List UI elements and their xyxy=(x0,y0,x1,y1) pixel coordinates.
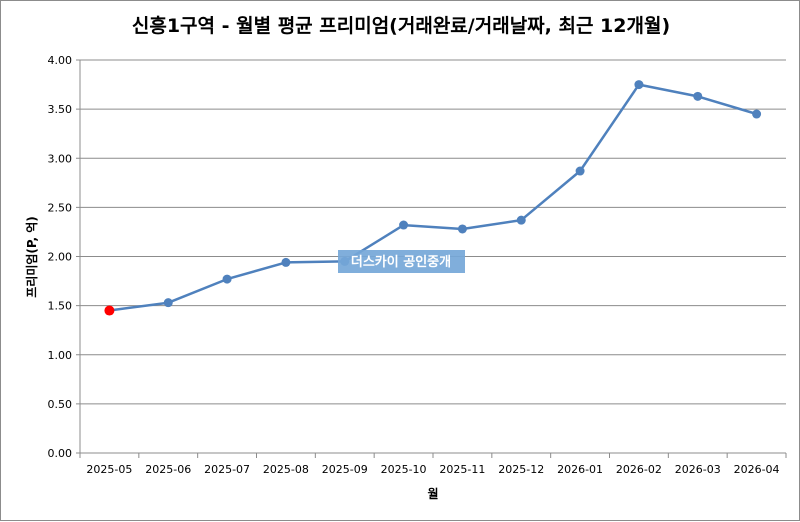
y-axis-title: 프리미엄(P, 억) xyxy=(24,216,39,298)
y-tick-label: 3.50 xyxy=(48,103,73,116)
data-point[interactable] xyxy=(693,91,703,101)
y-tick-label: 1.50 xyxy=(48,300,73,313)
x-tick-label: 2025-05 xyxy=(86,463,132,476)
watermark-text: 더스카이 공인중개 xyxy=(351,254,451,270)
x-tick-label: 2026-02 xyxy=(616,463,662,476)
data-point[interactable] xyxy=(575,166,585,176)
x-tick-label: 2025-11 xyxy=(439,463,485,476)
data-point[interactable] xyxy=(752,109,762,119)
watermark: 더스카이 공인중개 xyxy=(338,250,465,273)
x-tick-label: 2025-12 xyxy=(498,463,544,476)
y-tick-label: 2.50 xyxy=(48,201,73,214)
axis-layer: 0.00 0.50 1.00 1.50 2.00 2.50 3.00 3.50 4.00 2025… xyxy=(48,54,787,476)
watermark-background xyxy=(338,250,465,273)
data-point[interactable] xyxy=(457,224,467,234)
chart-title: 신흥1구역 - 월별 평균 프리미엄(거래완료/거래날짜, 최근 12개월) xyxy=(131,15,671,37)
x-tick-label: 2025-06 xyxy=(145,463,191,476)
x-tick-label: 2026-03 xyxy=(675,463,721,476)
data-point[interactable] xyxy=(516,215,526,225)
data-point[interactable] xyxy=(163,298,173,308)
data-point[interactable] xyxy=(634,80,644,90)
x-tick-label: 2025-07 xyxy=(204,463,250,476)
x-tick-label: 2025-10 xyxy=(381,463,427,476)
data-point[interactable] xyxy=(399,220,409,230)
x-tick-label: 2025-08 xyxy=(263,463,309,476)
y-tick-label: 2.00 xyxy=(48,251,73,264)
y-tick-label: 0.00 xyxy=(48,447,73,460)
data-point[interactable] xyxy=(222,274,232,284)
x-tick-label: 2026-01 xyxy=(557,463,603,476)
series-layer xyxy=(104,80,762,316)
y-tick-label: 0.50 xyxy=(48,398,73,411)
y-tick-label: 3.00 xyxy=(48,152,73,165)
series-line xyxy=(109,83,757,312)
y-tick-label: 1.00 xyxy=(48,349,73,362)
x-tick-label: 2025-09 xyxy=(322,463,368,476)
data-point[interactable] xyxy=(281,257,291,267)
highlighted-data-point[interactable] xyxy=(104,305,115,316)
y-tick-label: 4.00 xyxy=(48,54,73,67)
x-tick-label: 2026-04 xyxy=(734,463,780,476)
x-axis-title: 월 xyxy=(427,486,438,501)
